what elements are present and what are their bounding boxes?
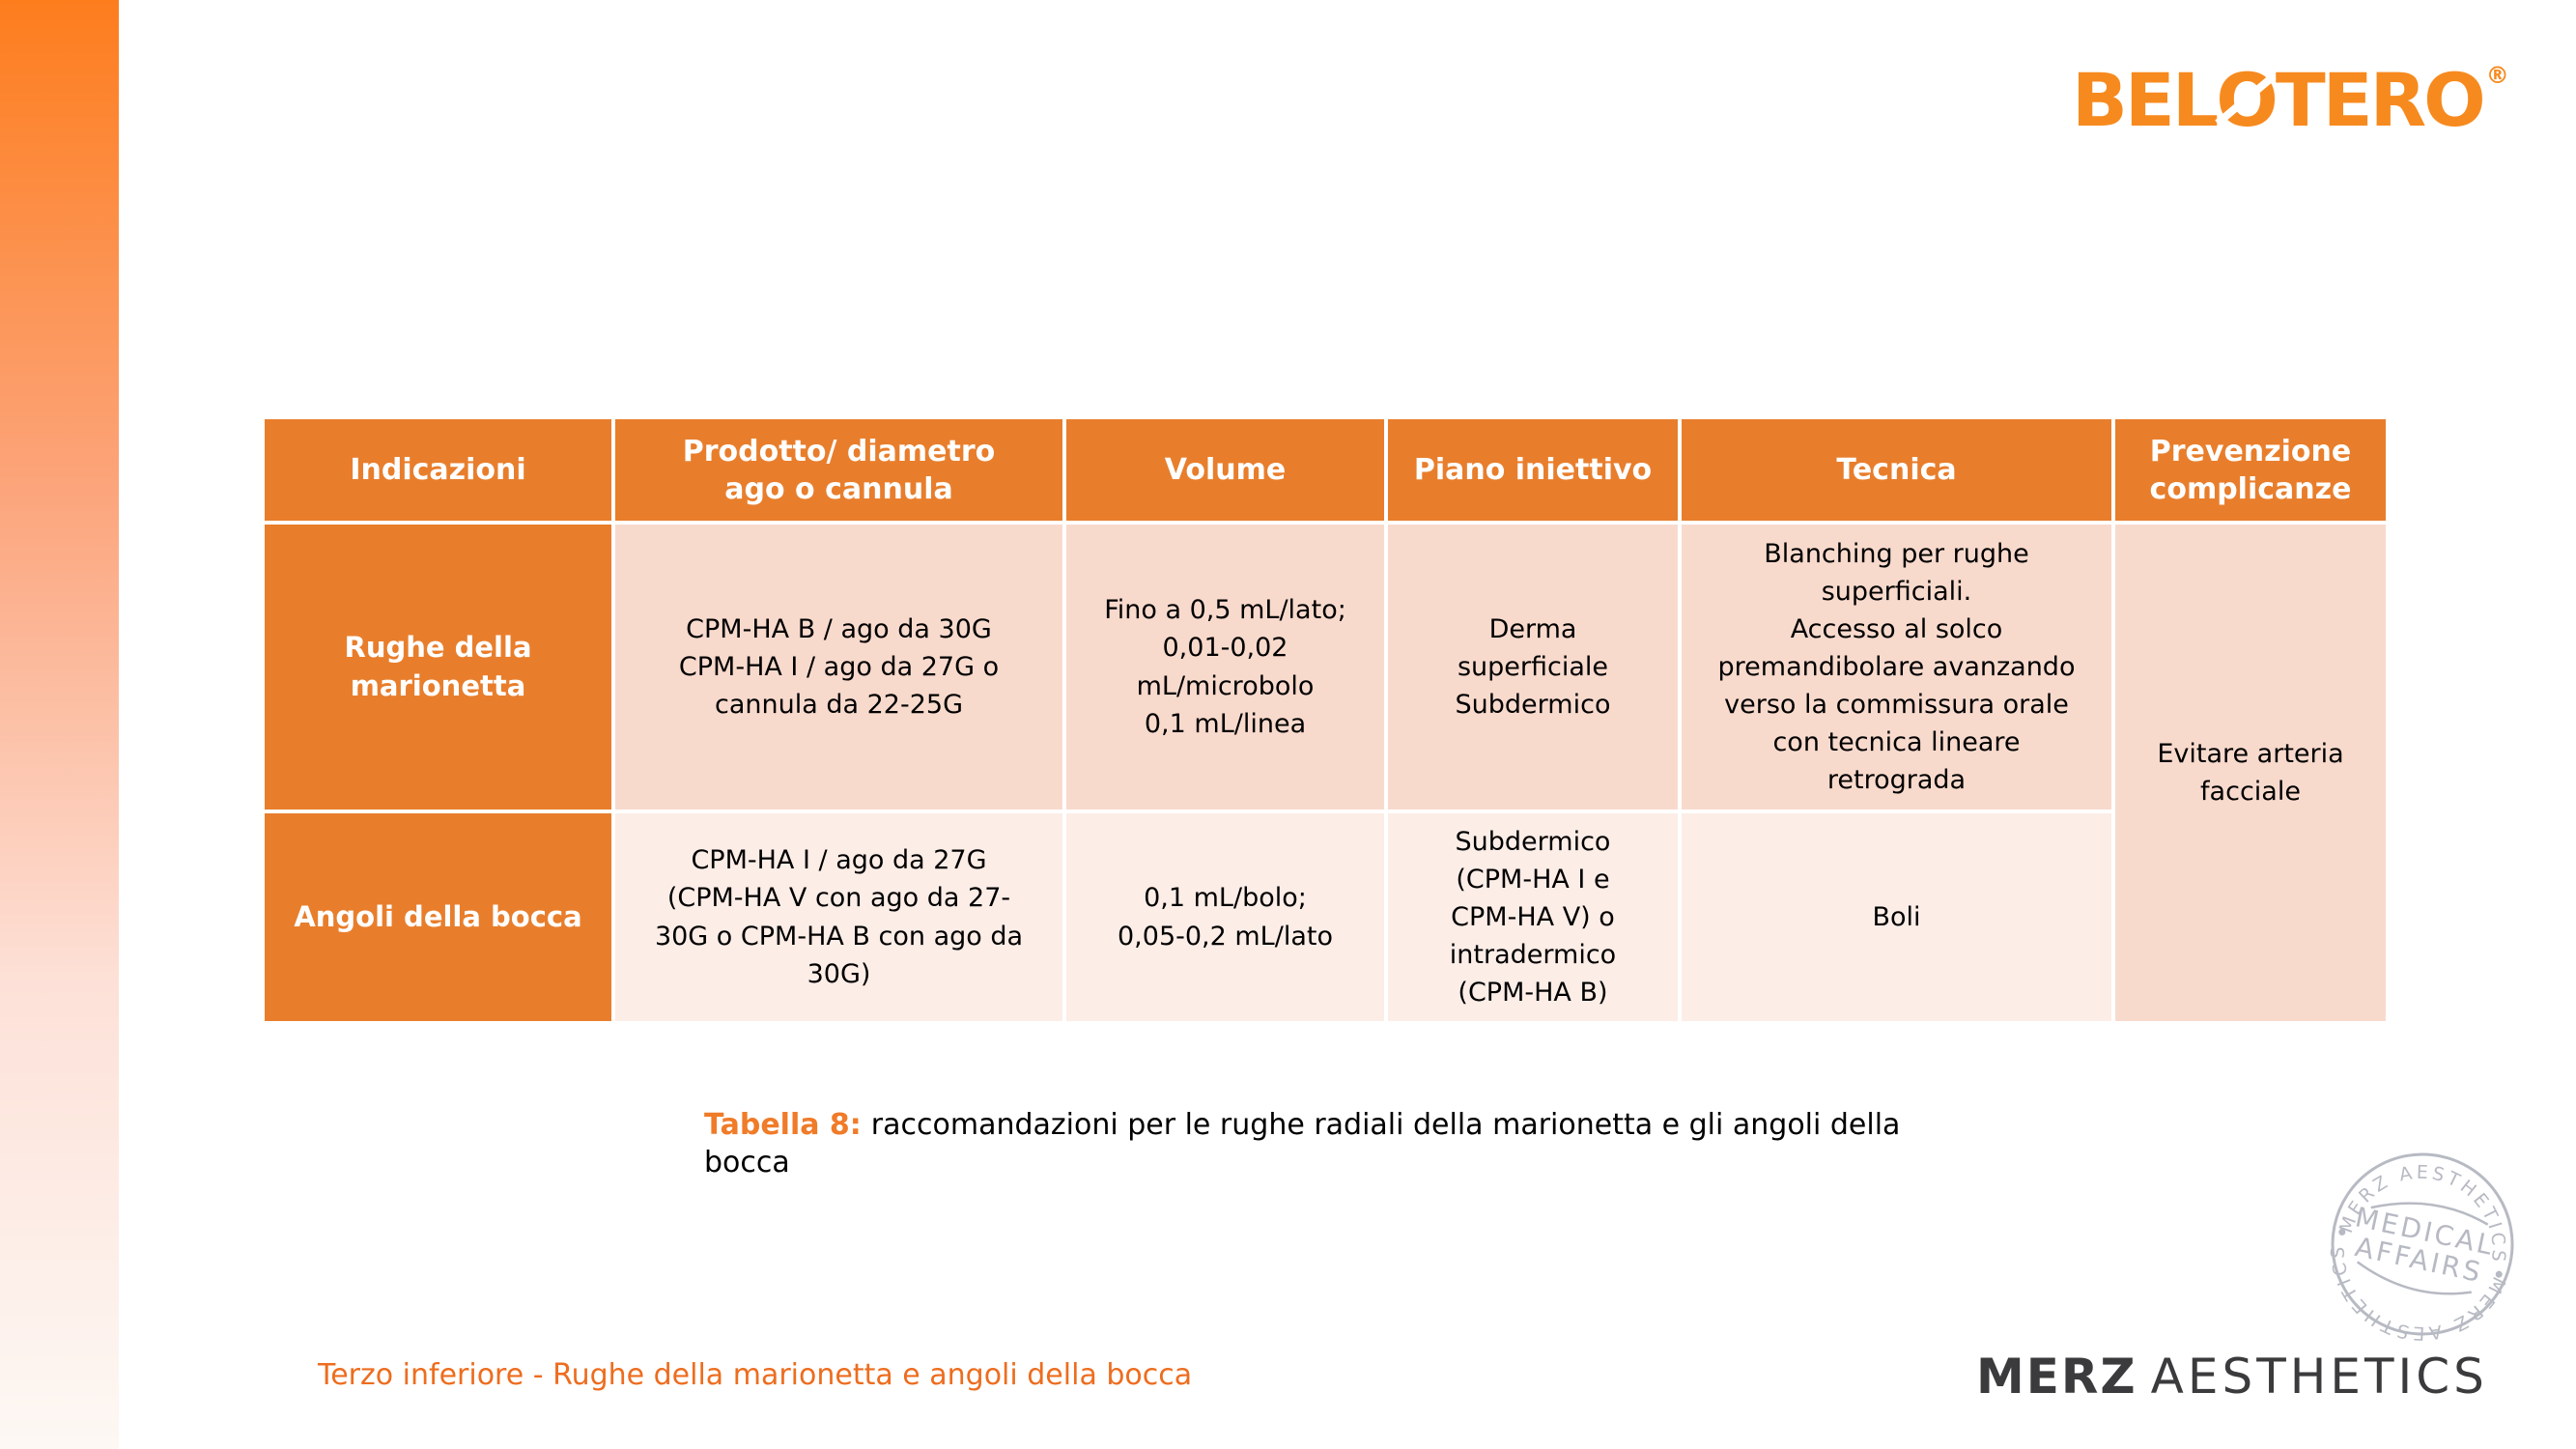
recommendations-table: Indicazioni Prodotto/ diametro ago o can… bbox=[265, 419, 2386, 1021]
table-caption: Tabella 8: raccomandazioni per le rughe r… bbox=[704, 1068, 1998, 1181]
row-header-rughe-marionetta: Rughe della marionetta bbox=[265, 525, 611, 810]
side-gradient-bar bbox=[0, 0, 119, 1449]
cell-row2-volume: 0,1 mL/bolo; 0,05-0,2 mL/lato bbox=[1066, 813, 1384, 1021]
belotero-logo-part3: O bbox=[2423, 57, 2486, 143]
cell-row1-volume: Fino a 0,5 mL/lato; 0,01-0,02 mL/microbo… bbox=[1066, 525, 1384, 810]
table-caption-label: Tabella 8: bbox=[704, 1108, 862, 1142]
cell-prevention-merged: Evitare arteria facciale bbox=[2115, 525, 2386, 1021]
cell-row1-plane: Derma superficiale Subdermico bbox=[1388, 525, 1678, 810]
cell-row1-technique: Blanching per rughe superficiali. Access… bbox=[1682, 525, 2111, 810]
slide-footer-title: Terzo inferiore - Rughe della marionetta… bbox=[318, 1358, 1193, 1392]
col-header-indicazioni: Indicazioni bbox=[265, 419, 611, 521]
medical-affairs-stamp-icon: MERZ AESTHETICS MERZ AESTHETICS MEDICAL … bbox=[2310, 1136, 2531, 1361]
table-caption-text: raccomandazioni per le rughe radiali del… bbox=[704, 1108, 1901, 1179]
cell-row2-technique: Boli bbox=[1682, 813, 2111, 1021]
merz-logo-light-part: AESTHETICS bbox=[2150, 1349, 2488, 1405]
col-header-prodotto: Prodotto/ diametro ago o cannula bbox=[615, 419, 1062, 521]
row-header-angoli-bocca: Angoli della bocca bbox=[265, 813, 611, 1021]
merz-logo-bold-part: MERZ bbox=[1976, 1349, 2137, 1405]
registered-trademark-icon: ® bbox=[2485, 61, 2509, 89]
col-header-piano-iniettivo: Piano iniettivo bbox=[1388, 419, 1678, 521]
cell-row2-plane: Subdermico (CPM-HA I e CPM-HA V) o intra… bbox=[1388, 813, 1678, 1021]
col-header-volume: Volume bbox=[1066, 419, 1384, 521]
belotero-logo-part1: BEL bbox=[2072, 57, 2219, 143]
cell-row2-product: CPM-HA I / ago da 27G (CPM-HA V con ago … bbox=[615, 813, 1062, 1021]
merz-aesthetics-logo: MERZ AESTHETICS bbox=[1976, 1352, 2488, 1401]
col-header-prevenzione: Prevenzione complicanze bbox=[2115, 419, 2386, 521]
belotero-slashed-o: O bbox=[2216, 57, 2279, 143]
col-header-tecnica: Tecnica bbox=[1682, 419, 2111, 521]
belotero-logo: BELOTERO ® bbox=[2072, 57, 2509, 143]
cell-row1-product: CPM-HA B / ago da 30G CPM-HA I / ago da … bbox=[615, 525, 1062, 810]
belotero-logo-part2: TER bbox=[2275, 57, 2426, 143]
